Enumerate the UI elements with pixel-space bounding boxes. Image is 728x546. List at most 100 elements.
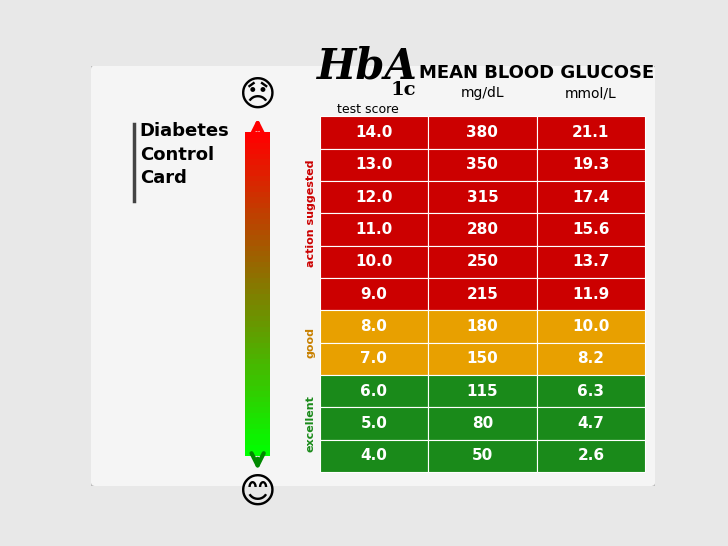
- Text: 😊: 😊: [239, 476, 277, 510]
- Text: 11.9: 11.9: [572, 287, 609, 302]
- Bar: [245, 229, 270, 235]
- Bar: [245, 294, 270, 300]
- Text: 8.0: 8.0: [360, 319, 387, 334]
- Text: MEAN BLOOD GLUCOSE: MEAN BLOOD GLUCOSE: [419, 64, 654, 82]
- Bar: [537, 278, 645, 310]
- Bar: [245, 364, 270, 370]
- Bar: [245, 224, 270, 229]
- Bar: [537, 407, 645, 440]
- Bar: [245, 305, 270, 310]
- Text: 19.3: 19.3: [572, 157, 609, 173]
- Bar: [245, 278, 270, 283]
- Bar: [245, 348, 270, 353]
- Text: 150: 150: [467, 352, 498, 366]
- Bar: [428, 278, 537, 310]
- Bar: [245, 407, 270, 413]
- Text: 180: 180: [467, 319, 498, 334]
- Bar: [428, 440, 537, 472]
- Text: 6.3: 6.3: [577, 384, 604, 399]
- Text: 50: 50: [472, 448, 493, 464]
- Text: good: good: [306, 327, 316, 358]
- Bar: [245, 396, 270, 402]
- Bar: [320, 278, 428, 310]
- Text: 315: 315: [467, 189, 498, 205]
- Bar: [428, 181, 537, 213]
- Bar: [245, 138, 270, 143]
- Bar: [320, 149, 428, 181]
- Bar: [245, 186, 270, 192]
- Bar: [245, 283, 270, 289]
- Bar: [245, 423, 270, 429]
- Bar: [245, 359, 270, 364]
- Bar: [320, 246, 428, 278]
- Bar: [245, 380, 270, 386]
- Bar: [537, 440, 645, 472]
- Bar: [245, 402, 270, 407]
- FancyBboxPatch shape: [92, 67, 654, 484]
- Bar: [245, 445, 270, 450]
- Bar: [245, 192, 270, 197]
- Bar: [245, 218, 270, 224]
- Bar: [245, 385, 270, 391]
- Bar: [428, 213, 537, 246]
- Bar: [245, 331, 270, 337]
- Bar: [245, 153, 270, 159]
- Bar: [245, 391, 270, 396]
- Bar: [428, 310, 537, 343]
- Text: 17.4: 17.4: [572, 189, 609, 205]
- Bar: [245, 321, 270, 327]
- Text: test score: test score: [337, 103, 398, 116]
- Bar: [245, 450, 270, 456]
- Bar: [245, 143, 270, 149]
- Bar: [428, 343, 537, 375]
- Bar: [320, 213, 428, 246]
- Bar: [320, 310, 428, 343]
- Bar: [245, 353, 270, 359]
- Bar: [245, 235, 270, 240]
- Text: 14.0: 14.0: [355, 125, 392, 140]
- Text: 115: 115: [467, 384, 498, 399]
- Bar: [245, 418, 270, 424]
- Bar: [245, 272, 270, 278]
- Bar: [537, 343, 645, 375]
- Bar: [245, 326, 270, 332]
- Text: 5.0: 5.0: [360, 416, 387, 431]
- Bar: [320, 407, 428, 440]
- Bar: [245, 434, 270, 440]
- Bar: [320, 440, 428, 472]
- Bar: [537, 246, 645, 278]
- Bar: [320, 181, 428, 213]
- Bar: [245, 251, 270, 257]
- Bar: [245, 175, 270, 181]
- Text: 15.6: 15.6: [572, 222, 609, 237]
- Text: Diabetes
Control
Card: Diabetes Control Card: [140, 122, 229, 187]
- Text: mg/dL: mg/dL: [461, 86, 505, 100]
- Bar: [245, 164, 270, 170]
- Text: 250: 250: [467, 254, 499, 269]
- Bar: [320, 116, 428, 149]
- Bar: [537, 149, 645, 181]
- Bar: [537, 213, 645, 246]
- Bar: [245, 256, 270, 262]
- Bar: [537, 181, 645, 213]
- Bar: [428, 116, 537, 149]
- Bar: [245, 149, 270, 154]
- Text: 6.0: 6.0: [360, 384, 387, 399]
- Text: 380: 380: [467, 125, 498, 140]
- Bar: [245, 316, 270, 321]
- Bar: [245, 262, 270, 267]
- Bar: [537, 310, 645, 343]
- Bar: [245, 245, 270, 251]
- Bar: [245, 170, 270, 176]
- Text: 10.0: 10.0: [355, 254, 392, 269]
- Bar: [245, 213, 270, 219]
- Text: 215: 215: [467, 287, 498, 302]
- Bar: [245, 412, 270, 418]
- Bar: [537, 375, 645, 407]
- Bar: [245, 429, 270, 435]
- Text: action suggested: action suggested: [306, 159, 316, 267]
- Text: 280: 280: [467, 222, 499, 237]
- Bar: [245, 202, 270, 208]
- Bar: [245, 267, 270, 272]
- Text: HbA: HbA: [317, 46, 418, 88]
